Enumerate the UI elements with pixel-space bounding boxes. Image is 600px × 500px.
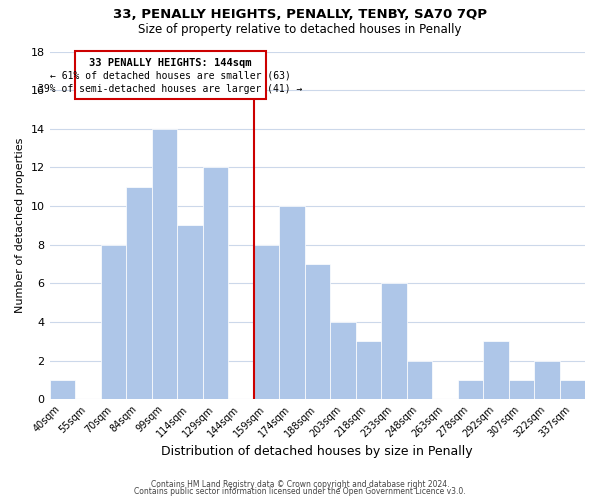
Bar: [203, 168, 228, 399]
Bar: [509, 380, 534, 399]
FancyBboxPatch shape: [75, 50, 266, 99]
Bar: [279, 206, 305, 399]
Bar: [177, 226, 203, 399]
Bar: [330, 322, 356, 399]
Bar: [458, 380, 483, 399]
Bar: [305, 264, 330, 399]
Bar: [101, 244, 126, 399]
Bar: [50, 380, 75, 399]
Text: ← 61% of detached houses are smaller (63): ← 61% of detached houses are smaller (63…: [50, 71, 291, 81]
Bar: [534, 360, 560, 399]
Text: 33 PENALLY HEIGHTS: 144sqm: 33 PENALLY HEIGHTS: 144sqm: [89, 58, 252, 68]
Text: Size of property relative to detached houses in Penally: Size of property relative to detached ho…: [138, 22, 462, 36]
Bar: [356, 341, 381, 399]
Bar: [483, 341, 509, 399]
Bar: [381, 284, 407, 399]
Bar: [560, 380, 585, 399]
Bar: [254, 244, 279, 399]
Text: 33, PENALLY HEIGHTS, PENALLY, TENBY, SA70 7QP: 33, PENALLY HEIGHTS, PENALLY, TENBY, SA7…: [113, 8, 487, 20]
Text: Contains HM Land Registry data © Crown copyright and database right 2024.: Contains HM Land Registry data © Crown c…: [151, 480, 449, 489]
Bar: [407, 360, 432, 399]
Text: Contains public sector information licensed under the Open Government Licence v3: Contains public sector information licen…: [134, 487, 466, 496]
Text: 39% of semi-detached houses are larger (41) →: 39% of semi-detached houses are larger (…: [38, 84, 303, 94]
Y-axis label: Number of detached properties: Number of detached properties: [15, 138, 25, 313]
Bar: [152, 129, 177, 399]
X-axis label: Distribution of detached houses by size in Penally: Distribution of detached houses by size …: [161, 444, 473, 458]
Bar: [126, 186, 152, 399]
